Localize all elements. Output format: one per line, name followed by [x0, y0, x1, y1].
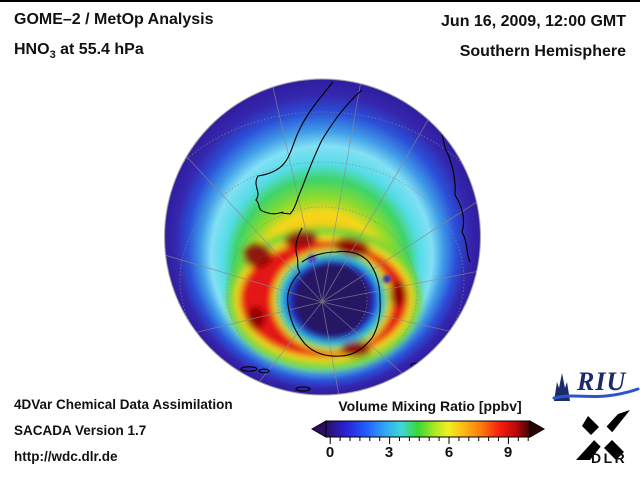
- colorbar-left-arrow: [311, 420, 327, 438]
- colorbar-right-arrow: [529, 420, 546, 438]
- page-title: GOME–2 / MetOp Analysis: [14, 11, 214, 28]
- colorbar-tick-0: 0: [325, 444, 335, 461]
- colorbar-tick-9: 9: [503, 444, 513, 461]
- polar-ring-structure: [226, 227, 422, 371]
- riu-logo: [552, 373, 640, 401]
- riu-swoosh: [552, 387, 640, 400]
- species-level-title: HNO3 at 55.4 hPa: [14, 41, 144, 61]
- hemisphere-label: Southern Hemisphere: [459, 43, 626, 60]
- pressure-level-label: at 55.4 hPa: [55, 41, 144, 58]
- coast-antarctica: [287, 250, 381, 357]
- datetime-label: Jun 16, 2009, 12:00 GMT: [441, 13, 626, 30]
- colorbar: [311, 420, 546, 444]
- coast-south-america: [255, 81, 363, 215]
- dlr-logo: [576, 410, 630, 460]
- url-label: http://wdc.dlr.de: [14, 449, 118, 464]
- globe-rim: [163, 78, 482, 396]
- colorbar-tick-6: 6: [444, 444, 454, 461]
- species-label: HNO: [14, 41, 50, 58]
- colorbar-tick-3: 3: [384, 444, 394, 461]
- assimilation-label: 4DVar Chemical Data Assimilation: [14, 397, 233, 412]
- colorbar-ticks: [329, 437, 529, 444]
- top-border-line: [0, 0, 640, 2]
- cathedral-icon: [554, 373, 570, 401]
- dlr-logo-text: DLR: [591, 450, 628, 466]
- riu-logo-text: RIU: [577, 367, 627, 396]
- dlr-emblem-diamond: [590, 423, 616, 449]
- version-label: SACADA Version 1.7: [14, 423, 147, 438]
- graticule: [164, 79, 481, 395]
- colorbar-gradient-bar: [325, 420, 531, 438]
- colorbar-title: Volume Mixing Ratio [ppbv]: [338, 398, 522, 414]
- coast-antarctic-peninsula: [295, 227, 303, 273]
- species-subscript: 3: [49, 49, 56, 62]
